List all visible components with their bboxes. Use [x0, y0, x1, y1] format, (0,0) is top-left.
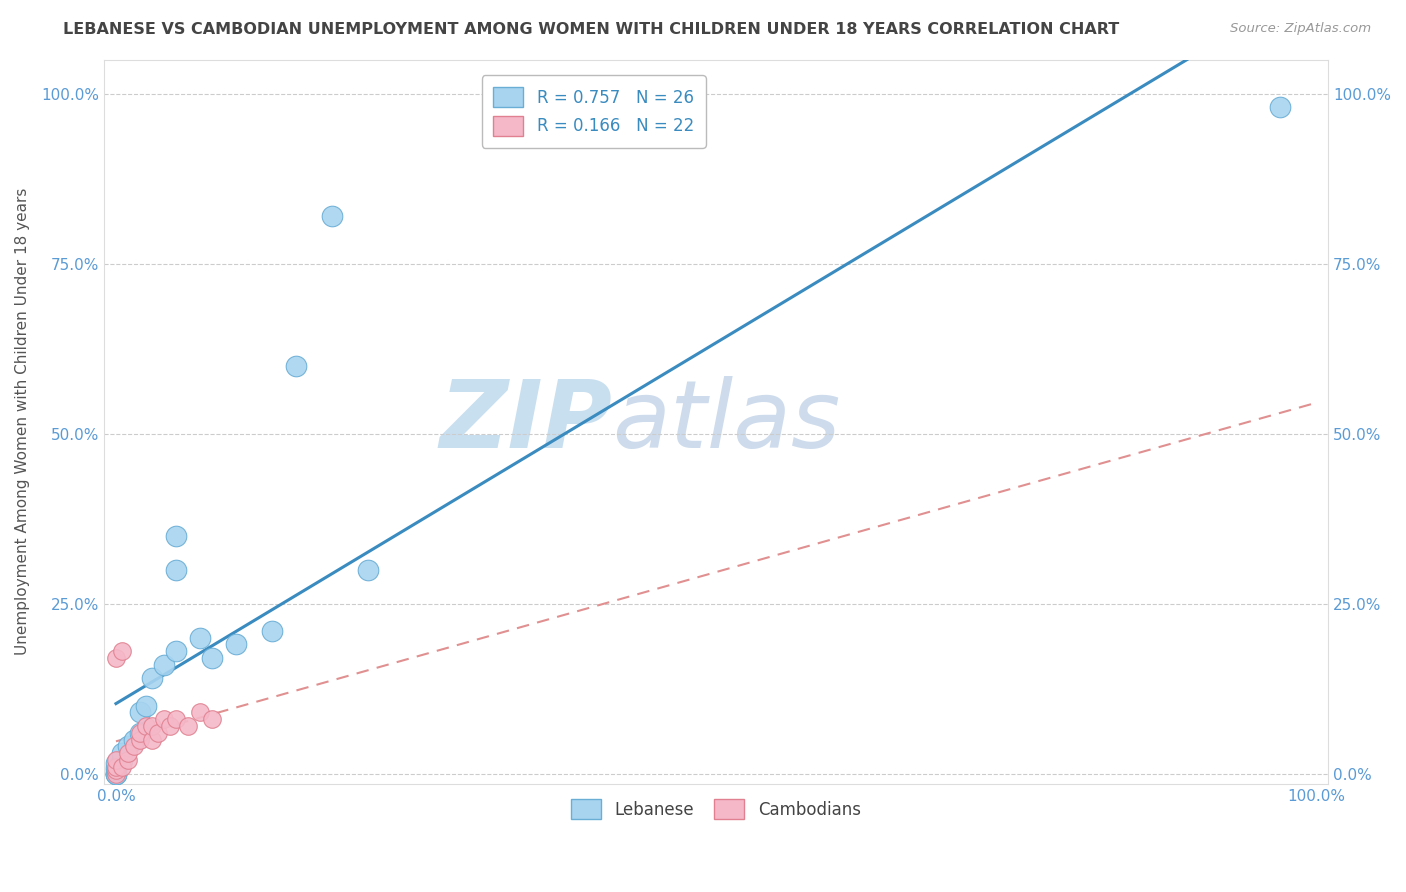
Legend: Lebanese, Cambodians: Lebanese, Cambodians	[565, 792, 868, 826]
Point	[111, 746, 134, 760]
Point	[111, 753, 134, 767]
Point	[122, 739, 145, 754]
Point	[117, 753, 139, 767]
Point	[188, 631, 211, 645]
Point	[153, 657, 176, 672]
Text: LEBANESE VS CAMBODIAN UNEMPLOYMENT AMONG WOMEN WITH CHILDREN UNDER 18 YEARS CORR: LEBANESE VS CAMBODIAN UNEMPLOYMENT AMONG…	[63, 22, 1119, 37]
Point	[129, 725, 152, 739]
Point	[141, 719, 163, 733]
Point	[117, 739, 139, 754]
Point	[201, 651, 224, 665]
Point	[146, 725, 169, 739]
Point	[165, 644, 187, 658]
Point	[104, 766, 127, 780]
Point	[117, 746, 139, 760]
Point	[129, 732, 152, 747]
Point	[285, 359, 308, 373]
Point	[201, 712, 224, 726]
Text: atlas: atlas	[612, 376, 841, 467]
Point	[129, 725, 152, 739]
Point	[104, 753, 127, 767]
Point	[104, 766, 127, 780]
Point	[111, 760, 134, 774]
Point	[153, 712, 176, 726]
Point	[111, 644, 134, 658]
Point	[225, 637, 247, 651]
Point	[260, 624, 283, 638]
Point	[104, 760, 127, 774]
Point	[141, 671, 163, 685]
Point	[357, 563, 380, 577]
Point	[321, 209, 343, 223]
Point	[104, 760, 127, 774]
Point	[104, 766, 127, 780]
Point	[159, 719, 181, 733]
Point	[129, 706, 152, 720]
Point	[177, 719, 200, 733]
Point	[104, 756, 127, 771]
Point	[141, 732, 163, 747]
Point	[1268, 100, 1291, 114]
Point	[104, 763, 127, 777]
Point	[188, 706, 211, 720]
Point	[104, 763, 127, 777]
Point	[165, 528, 187, 542]
Point	[135, 719, 157, 733]
Point	[165, 563, 187, 577]
Point	[122, 732, 145, 747]
Point	[104, 651, 127, 665]
Point	[135, 698, 157, 713]
Y-axis label: Unemployment Among Women with Children Under 18 years: Unemployment Among Women with Children U…	[15, 188, 30, 656]
Text: Source: ZipAtlas.com: Source: ZipAtlas.com	[1230, 22, 1371, 36]
Point	[104, 766, 127, 780]
Point	[165, 712, 187, 726]
Text: ZIP: ZIP	[439, 376, 612, 467]
